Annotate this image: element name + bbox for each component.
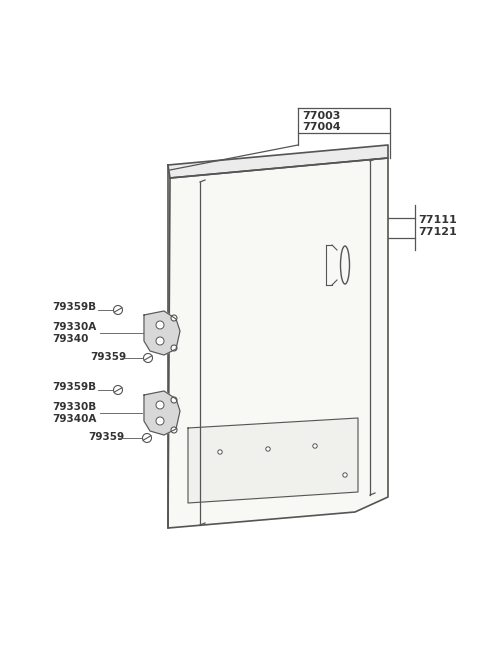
Text: 77111: 77111 xyxy=(418,215,457,225)
Polygon shape xyxy=(168,158,388,528)
Circle shape xyxy=(156,321,164,329)
Circle shape xyxy=(171,397,177,403)
Text: 79340A: 79340A xyxy=(52,414,96,424)
Text: 77004: 77004 xyxy=(302,122,341,132)
Circle shape xyxy=(218,450,222,454)
Circle shape xyxy=(343,473,347,477)
Circle shape xyxy=(113,386,122,394)
Circle shape xyxy=(266,447,270,451)
Circle shape xyxy=(171,427,177,433)
Circle shape xyxy=(156,417,164,425)
Polygon shape xyxy=(144,311,180,355)
Circle shape xyxy=(143,434,152,443)
Polygon shape xyxy=(188,418,358,503)
Circle shape xyxy=(113,305,122,314)
Circle shape xyxy=(313,444,317,448)
Text: 79330B: 79330B xyxy=(52,402,96,412)
Text: 79359B: 79359B xyxy=(52,302,96,312)
Text: 79359B: 79359B xyxy=(52,382,96,392)
Text: 79340: 79340 xyxy=(52,334,88,344)
Text: 77003: 77003 xyxy=(302,111,340,121)
Text: 77121: 77121 xyxy=(418,227,457,237)
Text: 79359: 79359 xyxy=(88,432,124,442)
Polygon shape xyxy=(144,391,180,435)
Circle shape xyxy=(171,345,177,351)
Text: 79359: 79359 xyxy=(90,352,126,362)
Circle shape xyxy=(156,401,164,409)
Circle shape xyxy=(171,315,177,321)
Circle shape xyxy=(156,337,164,345)
Text: 79330A: 79330A xyxy=(52,322,96,332)
Polygon shape xyxy=(168,145,388,178)
Circle shape xyxy=(144,354,153,362)
